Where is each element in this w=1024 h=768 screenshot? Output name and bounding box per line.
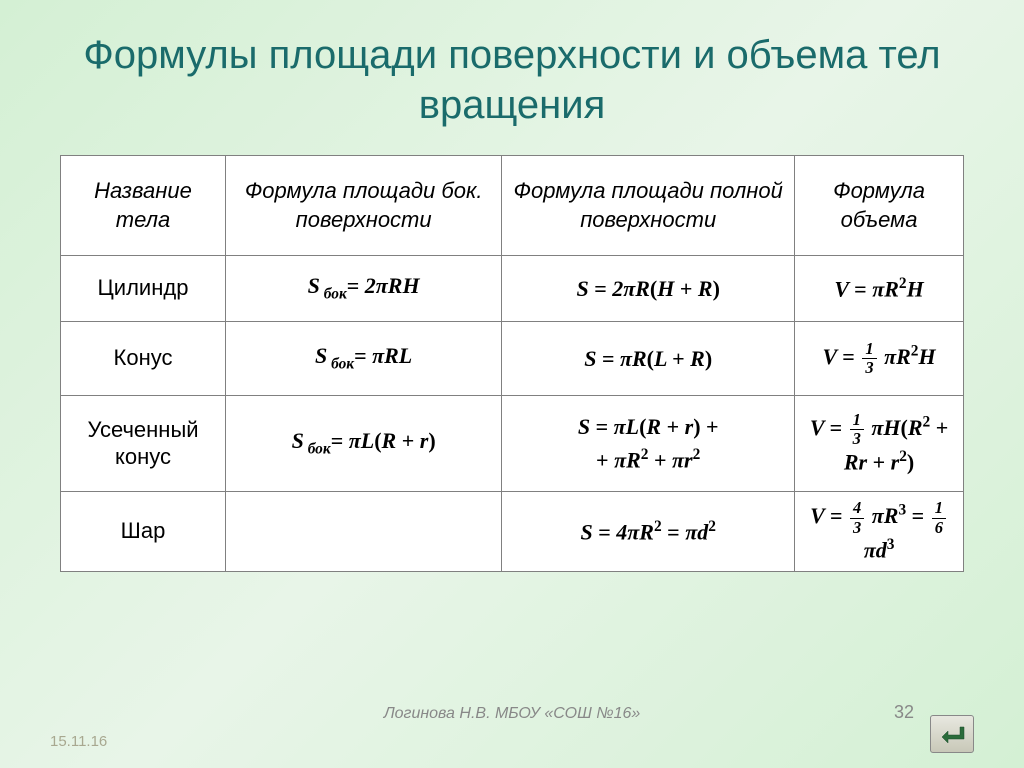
- cone-total: S = πR(L + R): [502, 322, 795, 396]
- row-cone: Конус S бок= πRL S = πR(L + R) V = 13 πR…: [61, 322, 964, 396]
- cyl-volume: V = πR2H: [795, 256, 964, 322]
- header-name: Название тела: [61, 156, 226, 256]
- footer-date: 15.11.16: [50, 733, 107, 750]
- return-arrow-icon: [938, 723, 966, 745]
- trunc-lateral: S бок= πL(R + r): [226, 396, 502, 492]
- cyl-total: S = 2πR(H + R): [502, 256, 795, 322]
- header-lateral: Формула площади бок. поверхности: [226, 156, 502, 256]
- row-cylinder: Цилиндр S бок= 2πRH S = 2πR(H + R) V = π…: [61, 256, 964, 322]
- name-truncated-cone: Усеченный конус: [61, 396, 226, 492]
- slide-title: Формулы площади поверхности и объема тел…: [60, 30, 964, 130]
- sphere-lateral: [226, 492, 502, 572]
- footer-author: Логинова Н.В. МБОУ «СОШ №16»: [0, 705, 1024, 723]
- name-cylinder: Цилиндр: [61, 256, 226, 322]
- sphere-volume: V = 43 πR3 = 16 πd3: [795, 492, 964, 572]
- header-volume: Формула объема: [795, 156, 964, 256]
- cone-volume: V = 13 πR2H: [795, 322, 964, 396]
- cyl-lateral: S бок= 2πRH: [226, 256, 502, 322]
- cone-lateral: S бок= πRL: [226, 322, 502, 396]
- sphere-total: S = 4πR2 = πd2: [502, 492, 795, 572]
- slide-container: Формулы площади поверхности и объема тел…: [0, 0, 1024, 768]
- row-sphere: Шар S = 4πR2 = πd2 V = 43 πR3 = 16 πd3: [61, 492, 964, 572]
- trunc-total: S = πL(R + r) + + πR2 + πr2: [502, 396, 795, 492]
- name-cone: Конус: [61, 322, 226, 396]
- name-sphere: Шар: [61, 492, 226, 572]
- back-button[interactable]: [930, 715, 974, 753]
- header-total: Формула площади полной поверхности: [502, 156, 795, 256]
- row-truncated-cone: Усеченный конус S бок= πL(R + r) S = πL(…: [61, 396, 964, 492]
- page-number: 32: [894, 702, 914, 723]
- table-header-row: Название тела Формула площади бок. повер…: [61, 156, 964, 256]
- trunc-volume: V = 13 πH(R2 + Rr + r2): [795, 396, 964, 492]
- formulas-table: Название тела Формула площади бок. повер…: [60, 155, 964, 572]
